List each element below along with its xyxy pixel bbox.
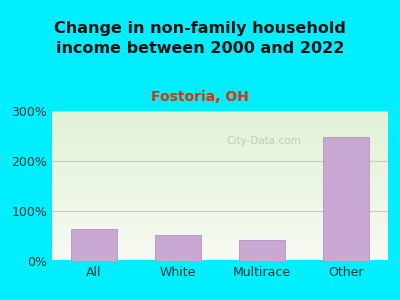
Text: City-Data.com: City-Data.com [226, 136, 301, 146]
Bar [155, 235, 201, 261]
Text: Fostoria, OH: Fostoria, OH [151, 90, 249, 104]
Bar [239, 240, 285, 261]
Bar [323, 137, 369, 261]
Text: Change in non-family household
income between 2000 and 2022: Change in non-family household income be… [54, 21, 346, 56]
Bar [71, 229, 117, 261]
